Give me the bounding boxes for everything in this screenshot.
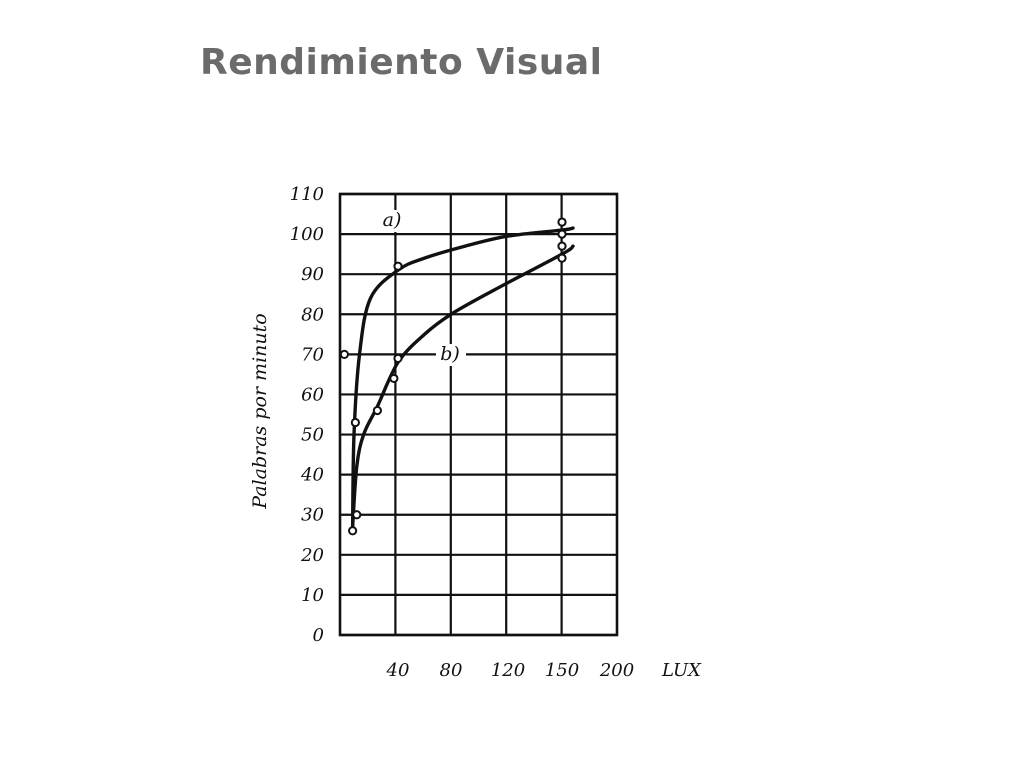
data-point-a — [339, 349, 349, 359]
data-point-a — [557, 229, 567, 239]
x-tick-label: 40 — [386, 660, 410, 681]
series-curve-a — [350, 226, 575, 529]
x-tick-label: 150 — [545, 660, 579, 681]
y-tick-label: 90 — [301, 264, 324, 285]
series-curve-b — [350, 244, 575, 529]
y-tick-label: 60 — [301, 384, 324, 405]
chart-frame — [338, 192, 619, 637]
data-point-b — [557, 253, 567, 263]
y-tick-label: 30 — [301, 505, 324, 526]
y-tick-label: 100 — [290, 224, 324, 245]
x-tick-labels: 40 80 120 150 200 — [386, 660, 635, 681]
y-axis-label: Palabras por minuto — [249, 313, 271, 509]
data-point-a — [393, 261, 403, 271]
y-tick-label: 0 — [313, 625, 324, 646]
data-point-b — [352, 510, 362, 520]
series-curves — [350, 226, 575, 529]
x-tick-label: 200 — [599, 660, 634, 681]
slide-title: Rendimiento Visual — [200, 42, 603, 83]
series-label-bg — [436, 344, 466, 366]
data-point-b — [348, 526, 358, 536]
chart-grid — [340, 192, 617, 637]
data-point-b — [557, 241, 567, 251]
y-tick-label: 20 — [300, 545, 324, 566]
y-tick-labels: 0 10 20 30 40 50 60 70 80 90 100 110 — [290, 184, 324, 646]
y-tick-label: 50 — [301, 425, 324, 446]
series-labels: a) b) — [378, 209, 466, 366]
y-tick-label: 10 — [301, 585, 324, 606]
data-point-b — [389, 373, 399, 384]
y-tick-label: 70 — [301, 344, 324, 365]
series-markers — [339, 217, 567, 536]
x-tick-label: 120 — [491, 660, 525, 681]
y-tick-label: 110 — [290, 184, 324, 205]
x-tick-label: 80 — [440, 660, 463, 681]
y-tick-label: 40 — [300, 465, 324, 486]
data-point-a — [350, 417, 360, 428]
data-point-b — [372, 405, 382, 416]
plot-frame — [338, 192, 619, 637]
x-axis-unit-label: LUX — [661, 660, 702, 681]
data-point-b — [393, 353, 403, 363]
series-label-a: a) — [383, 209, 402, 231]
series-label-b: b) — [440, 343, 460, 365]
data-point-a — [557, 217, 567, 227]
series-label-bg — [378, 210, 408, 232]
y-tick-label: 80 — [301, 304, 324, 325]
